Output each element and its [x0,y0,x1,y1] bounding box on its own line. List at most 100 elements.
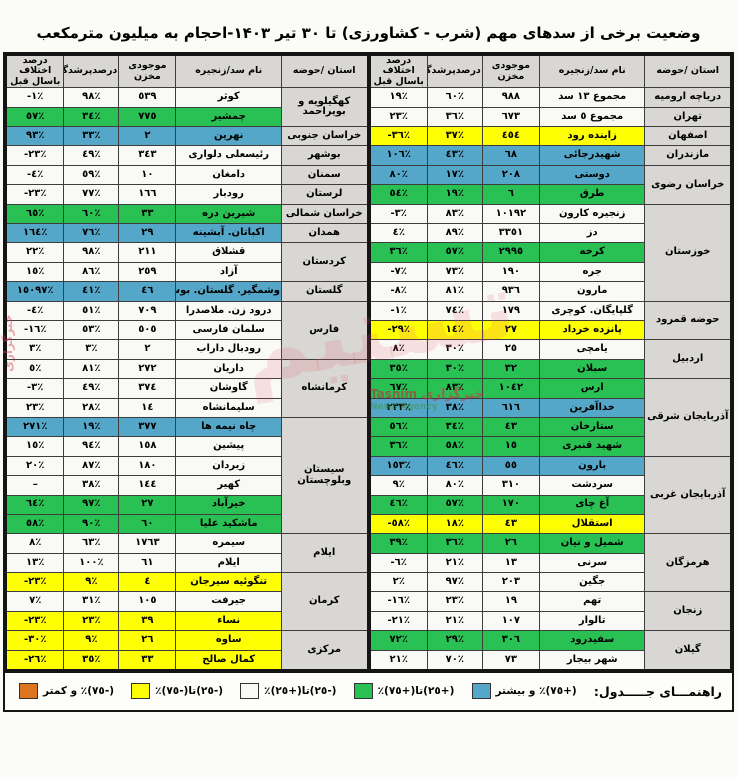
legend-item-yellow: (-٢٥)تا(-٧٥)٪ [131,683,224,700]
diff-percent: ٢١٪ [369,649,428,671]
fill-percent: ٢٣٪ [63,610,120,632]
fill-percent: ٣٦٪ [426,106,483,128]
dam-row: خیرآباد ٢٧ ٩٧٪ ٦٤٪ [5,494,368,515]
legend-item-text: (-٢٥)تا(-٧٥)٪ [155,685,224,698]
stock-value: ١٠٤٢ [481,378,540,399]
diff-percent: ٢٢٪ [5,242,65,263]
stock-value: ١٩٠ [481,261,540,283]
dams-status-table: استان /حوضه نام سد/زنجیره موجودی مخزن درصدپ… [1,52,734,713]
dam-name-cell: کمال صالح [175,649,282,671]
diff-percent: ٣٥٪ [369,358,428,380]
province-cell: خراسان جنوبی [280,126,369,147]
diff-percent: -٢٣٪ [5,184,65,205]
dam-row: سلمان فارسی ٥٠٥ ٥٣٪ -١٦٪ [5,319,368,341]
fill-percent: ٩٧٪ [426,572,483,593]
fill-percent: ٩٨٪ [63,87,120,108]
fill-percent: ٩٤٪ [63,436,120,457]
diff-percent: -٢١٪ [369,610,428,632]
dam-name-cell: چمشیر [175,106,282,128]
dam-name-cell: زیردان [175,455,282,477]
diff-percent: ٥٪ [5,358,65,380]
dam-row: رودبال داراب ٢ ٣٪ ٣٪ [5,339,368,360]
province-cell: کرمان [280,572,369,632]
dam-name-cell: داریان [175,358,282,380]
stock-value: ٢ [118,126,177,147]
dam-name-cell: رودبال داراب [175,339,282,360]
stock-value: ٢٩ [118,223,177,244]
header-row: استان /حوضه نام سد/زنجیره موجودی مخزن درصدپ… [5,54,369,89]
dam-row: سمنان دامغان ١٠ ٥٩٪ -٤٪ [5,164,369,186]
fill-percent: ٣١٪ [63,591,120,612]
dam-row: نساء ٣٩ ٢٣٪ -٢٣٪ [5,610,368,632]
header-dam-name: نام سد/زنجیره [538,54,646,89]
fill-percent: ٧٠٪ [426,649,483,671]
fill-percent: ٩٪ [63,572,120,593]
stock-value: ٦١٦ [481,397,540,418]
fill-percent: ٨٣٪ [426,203,483,225]
fill-percent: ٧٦٪ [63,223,120,244]
fill-percent: ٣٤٪ [63,106,120,128]
dam-row: حوضه قمرود گلپایگان. کوچری ١٧٩ ٧٤٪ -١٪ [369,300,732,341]
diff-percent: ٤٪ [369,223,428,244]
stock-value: ٥٠٥ [118,319,177,341]
diff-percent: -١٦٪ [5,319,65,341]
diff-percent: ٨٪ [5,533,65,554]
stock-value: ١٣ [481,552,540,574]
dam-row: اصفهان زاینده رود ٤٥٤ ٣٧٪ -٣٦٪ [369,126,732,147]
dam-row: ستارخان ٤٣ ٣٤٪ ٥٦٪ [369,416,732,438]
stock-value: ٤٥٤ [481,126,540,147]
dam-name-cell: ماشکید علیا [175,513,282,535]
fill-percent: ٣٠٪ [426,339,483,360]
dam-row: آغ چای ١٧٠ ٥٧٪ ٤٦٪ [369,494,732,515]
diff-percent: ٥٨٪ [5,513,65,535]
diff-percent: ٥٤٪ [369,184,428,205]
dam-name-cell: شهر بیجار [538,649,646,671]
dam-row: خراسان شمالی شیرین دره ٣٣ ٦٠٪ ٦٥٪ [5,203,369,225]
legend-item-text: (-٢٥)تا(+٢٥)٪ [264,685,337,698]
stock-value: ٦٠ [118,513,177,535]
diff-percent: ١٥٣٪ [369,455,428,477]
dam-row: طرق ٦ ١٩٪ ٥٤٪ [369,184,732,205]
fill-percent: ٥١٪ [63,300,120,322]
stock-value: ٢٧ [118,494,177,515]
diff-percent: ٨٠٪ [369,164,428,186]
stock-value: ١٤٤ [118,475,177,496]
fill-percent: ٥٧٪ [426,494,483,515]
stock-value: ١٧٠ [481,494,540,515]
dam-name-cell: مجموع ١٣ سد [538,87,646,108]
fill-percent: ٤٩٪ [63,145,120,166]
dam-name-cell: سردشت [538,475,646,496]
province-cell: مرکزی [280,630,369,671]
diff-percent: ٣٩٪ [369,533,428,554]
province-cell: زنجان [644,591,732,632]
dam-name-cell: زنجیره کارون [538,203,646,225]
fill-percent: ٦٠٪ [63,203,120,225]
stock-value: ٦١ [118,552,177,574]
dam-row: مارون ٩٣٦ ٨١٪ -٨٪ [369,281,732,302]
fill-percent: ٣٨٪ [426,397,483,418]
dam-row: همدان اکباتان. آبشینه ٢٩ ٧٦٪ ١٦٤٪ [5,223,369,244]
fill-percent: ٨٠٪ [426,475,483,496]
dam-name-cell: سبلان [538,358,646,380]
diff-percent: -٣٦٪ [369,126,428,147]
dam-name-cell: شمیل و نیان [538,533,646,554]
dam-name-cell: شهید قنبری [538,436,646,457]
stock-value: ١٠١٩٢ [481,203,540,225]
stock-value: ١٧٩ [481,300,540,322]
dam-name-cell: ایلام [175,552,282,574]
stock-value: ٢٧٢ [118,358,177,380]
stock-value: ٣٣ [118,649,177,671]
dam-name-cell: خداآفرین [538,397,646,418]
stock-value: ١٠٥ [118,591,177,612]
dam-name-cell: مارون [538,281,646,302]
province-cell: کردستان [280,242,369,283]
stock-value: ١٩ [481,591,540,612]
province-cell: اردبیل [644,339,732,380]
dam-row: تالوار ١٠٧ ٢١٪ -٢١٪ [369,610,732,632]
dam-name-cell: گلپایگان. کوچری [538,300,646,322]
legend: راهنمـــای جـــــدول: (+٧٥)٪ و بیشتر (+٢٥… [5,671,732,711]
dam-row: هرمزگان شمیل و نیان ٢٦ ٣٦٪ ٣٩٪ [369,533,732,593]
legend-item-text: (-٧٥)٪ و کمتر [43,685,115,698]
diff-percent: -٣٠٪ [5,630,65,651]
